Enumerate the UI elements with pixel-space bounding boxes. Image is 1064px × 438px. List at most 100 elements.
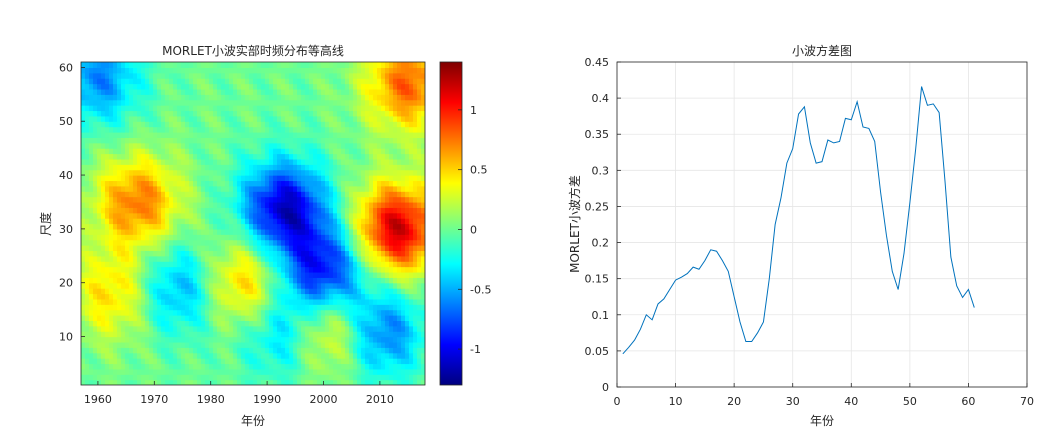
heatmap-cell bbox=[117, 164, 122, 171]
heatmap-cell bbox=[189, 105, 194, 112]
heatmap-cell bbox=[361, 374, 366, 381]
heatmap-cell bbox=[145, 331, 150, 338]
heatmap-cell bbox=[301, 266, 306, 273]
heatmap-cell bbox=[81, 201, 86, 208]
heatmap-cell bbox=[289, 331, 294, 338]
heatmap-cell bbox=[81, 185, 86, 192]
heatmap-cell bbox=[209, 175, 214, 182]
heatmap-cell bbox=[349, 304, 354, 311]
heatmap-cell bbox=[277, 363, 282, 370]
heatmap-cell bbox=[289, 158, 294, 165]
heatmap-cell bbox=[337, 223, 342, 230]
heatmap-cell bbox=[165, 212, 170, 219]
heatmap-cell bbox=[185, 325, 190, 332]
heatmap-cell bbox=[165, 271, 170, 278]
heatmap-cell bbox=[273, 207, 278, 214]
heatmap-cell bbox=[409, 245, 414, 252]
heatmap-cell bbox=[93, 158, 98, 165]
heatmap-cell bbox=[385, 245, 390, 252]
heatmap-cell bbox=[253, 261, 258, 268]
heatmap-cell bbox=[81, 196, 86, 203]
heatmap-cell bbox=[145, 379, 150, 385]
heatmap-cell bbox=[125, 196, 130, 203]
heatmap-cell bbox=[365, 67, 370, 74]
heatmap-cell bbox=[369, 94, 374, 101]
heatmap-cell bbox=[269, 110, 274, 117]
heatmap-cell bbox=[213, 94, 218, 101]
heatmap-cell bbox=[201, 293, 206, 300]
heatmap-cell bbox=[81, 234, 86, 241]
heatmap-cell bbox=[301, 153, 306, 160]
heatmap-cell bbox=[185, 110, 190, 117]
heatmap-cell bbox=[301, 341, 306, 348]
heatmap-cell bbox=[397, 88, 402, 95]
heatmap-cell bbox=[109, 261, 114, 268]
heatmap-cell bbox=[225, 298, 230, 305]
heatmap-cell bbox=[277, 315, 282, 321]
heatmap-cell bbox=[121, 191, 126, 198]
heatmap-cell bbox=[281, 255, 286, 262]
heatmap-cell bbox=[305, 218, 310, 225]
heatmap-cell bbox=[297, 164, 302, 171]
heatmap-cell bbox=[297, 379, 302, 385]
heatmap-cell bbox=[293, 201, 298, 208]
heatmap-cell bbox=[341, 239, 346, 246]
heatmap-cell bbox=[93, 315, 98, 321]
heatmap-cell bbox=[217, 331, 222, 338]
heatmap-cell bbox=[245, 245, 250, 252]
heatmap-cell bbox=[277, 180, 282, 187]
heatmap-cell bbox=[113, 293, 118, 300]
heatmap-cell bbox=[221, 126, 226, 133]
heatmap-cell bbox=[265, 245, 270, 252]
heatmap-cell bbox=[121, 309, 126, 316]
heatmap-cell bbox=[345, 185, 350, 192]
heatmap-cell bbox=[121, 83, 126, 90]
heatmap-cell bbox=[169, 288, 174, 295]
heatmap-cell bbox=[133, 293, 138, 300]
heatmap-cell bbox=[129, 94, 134, 101]
heatmap-cell bbox=[385, 121, 390, 128]
heatmap-cell bbox=[365, 358, 370, 365]
heatmap-cell bbox=[393, 320, 398, 327]
heatmap-cell bbox=[145, 137, 150, 144]
heatmap-cell bbox=[325, 234, 330, 241]
heatmap-cell bbox=[297, 83, 302, 90]
heatmap-cell bbox=[265, 304, 270, 311]
heatmap-cell bbox=[113, 196, 118, 203]
heatmap-cell bbox=[169, 293, 174, 300]
heatmap-cell bbox=[381, 218, 386, 225]
heatmap-cell bbox=[221, 358, 226, 365]
heatmap-cell bbox=[305, 62, 310, 68]
heatmap-cell bbox=[397, 325, 402, 332]
heatmap-cell bbox=[249, 196, 254, 203]
heatmap-cell bbox=[93, 250, 98, 257]
heatmap-cell bbox=[117, 271, 122, 278]
heatmap-cell bbox=[189, 126, 194, 133]
heatmap-cell bbox=[261, 239, 266, 246]
heatmap-cell bbox=[405, 126, 410, 133]
heatmap-cell bbox=[125, 234, 130, 241]
heatmap-cell bbox=[177, 368, 182, 375]
heatmap-cell bbox=[345, 368, 350, 375]
heatmap-cell bbox=[89, 201, 94, 208]
heatmap-cell bbox=[349, 261, 354, 268]
heatmap-cell bbox=[257, 363, 262, 370]
heatmap-cell bbox=[357, 148, 362, 155]
heatmap-cell bbox=[173, 336, 178, 343]
heatmap-cell bbox=[401, 88, 406, 95]
heatmap-cell bbox=[225, 207, 230, 214]
heatmap-cell bbox=[213, 293, 218, 300]
heatmap-cell bbox=[81, 358, 86, 365]
heatmap-cell bbox=[245, 234, 250, 241]
heatmap-cell bbox=[377, 67, 382, 74]
heatmap-cell bbox=[317, 320, 322, 327]
heatmap-cell bbox=[293, 266, 298, 273]
heatmap-cell bbox=[101, 212, 106, 219]
heatmap-cell bbox=[217, 131, 222, 138]
heatmap-cell bbox=[261, 358, 266, 365]
heatmap-cell bbox=[169, 207, 174, 214]
heatmap-cell bbox=[177, 212, 182, 219]
heatmap-cell bbox=[277, 175, 282, 182]
heatmap-cell bbox=[361, 282, 366, 289]
heatmap-cell bbox=[193, 282, 198, 289]
